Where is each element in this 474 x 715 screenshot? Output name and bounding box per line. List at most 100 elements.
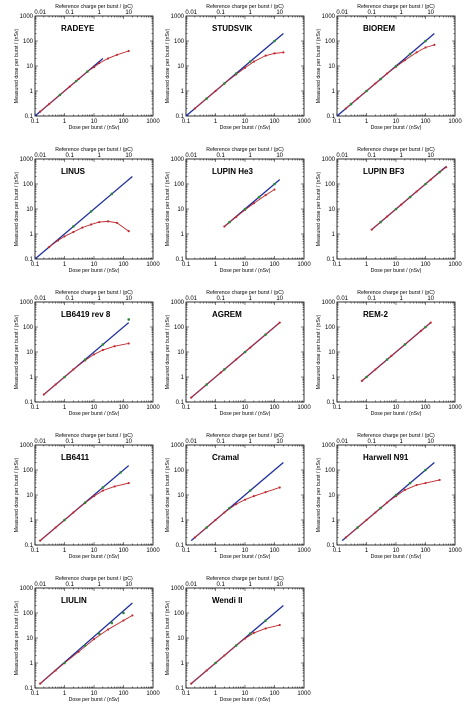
y-tick-label: 1000 [171,443,185,449]
top-tick-label: 0.1 [217,10,226,16]
measured-point [386,72,389,75]
top-tick-label: 10 [427,439,434,445]
measured-point [419,329,423,332]
measured-point [360,379,364,382]
measured-point [365,518,368,522]
x-tick-label: 1000 [297,405,311,411]
x-tick-label: 1 [214,119,218,125]
top-axis-label: Reference charge per burst / (pC) [55,290,133,296]
y-tick-label: 10 [26,350,33,356]
y-tick-label: 1 [181,661,185,667]
top-axis-label: Reference charge per burst / (pC) [357,290,435,296]
data-point [379,506,382,510]
y-tick-label: 0.1 [25,257,34,263]
x-tick-label: 100 [118,262,129,268]
data-point [205,97,208,100]
measured-point [249,346,252,349]
data-point [228,220,231,224]
x-tick-label: 100 [118,548,129,554]
x-tick-label: 1 [63,262,67,268]
y-tick-label: 100 [23,611,34,617]
y-tick-label: 0.1 [25,400,34,406]
measured-curve [371,166,447,230]
top-tick-label: 1 [249,153,253,159]
data-point [83,644,87,647]
y-tick-label: 0.1 [25,543,34,549]
y-tick-label: 1 [181,518,185,524]
measured-point [39,682,42,685]
measured-point [122,619,125,622]
top-tick-label: 10 [125,153,132,159]
measured-point [101,489,104,492]
y-axis-label: Measured dose per burst / (nSv) [316,458,322,533]
top-tick-label: 1 [400,296,404,302]
top-tick-label: 1 [249,296,253,302]
panel-title: LUPIN He3 [212,167,253,176]
measured-point [54,383,57,386]
data-point [58,93,62,97]
measured-point [68,85,71,88]
measured-point [243,66,247,69]
x-axis-label: Dose per burst / (nSv) [371,411,422,417]
measured-point [403,488,406,491]
y-axis-label: Measured dose per burst / (nSv) [165,601,171,676]
y-axis-label: Measured dose per burst / (nSv) [165,29,171,104]
data-point [424,182,427,186]
top-axis-label: Reference charge per burst / (pC) [55,4,133,10]
top-tick-label: 10 [276,296,283,302]
measured-curve [345,479,440,538]
measured-point [223,654,226,657]
x-tick-label: 1 [365,405,369,411]
measured-point [424,481,427,485]
measured-point [127,342,130,345]
y-tick-label: 10 [26,493,33,499]
top-tick-label: 0.01 [336,439,348,445]
data-point [83,501,87,504]
measured-point [223,225,226,228]
y-tick-label: 100 [23,39,34,45]
data-point [257,195,261,199]
measured-point [264,627,267,630]
y-tick-label: 100 [23,182,34,188]
measured-point [403,59,406,62]
x-tick-label: 10 [91,119,98,125]
panel-title: REM-2 [363,310,388,319]
y-tick-label: 1000 [322,14,336,20]
x-tick-label: 1 [214,405,218,411]
y-tick-label: 1000 [171,300,185,306]
measured-point [190,682,193,685]
y-tick-label: 1 [30,232,34,238]
data-point [63,518,66,522]
top-tick-label: 0.01 [34,296,46,302]
y-tick-label: 10 [328,350,335,356]
top-tick-label: 0.01 [34,153,46,159]
x-tick-label: 1000 [146,691,160,697]
top-tick-label: 0.1 [66,10,75,16]
x-axis-label: Dose per burst / (nSv) [69,697,120,703]
measured-curve [194,51,284,109]
measured-point [390,354,393,357]
y-tick-label: 0.1 [176,543,185,549]
y-tick-label: 1000 [20,586,34,592]
data-point [86,70,89,73]
panel-title: LINUS [61,167,86,176]
panel-title: AGREM [212,310,242,319]
y-tick-label: 0.1 [25,114,34,120]
measured-point [438,478,441,482]
measured-point [278,321,281,324]
data-point [234,72,238,75]
x-tick-label: 1000 [146,405,160,411]
x-tick-label: 0.1 [333,119,342,125]
y-tick-label: 100 [325,182,336,188]
measured-point [282,51,285,54]
y-tick-label: 10 [328,493,335,499]
top-tick-label: 10 [427,10,434,16]
y-tick-label: 1 [30,89,34,95]
top-tick-label: 1 [98,10,102,16]
data-point [110,621,114,625]
